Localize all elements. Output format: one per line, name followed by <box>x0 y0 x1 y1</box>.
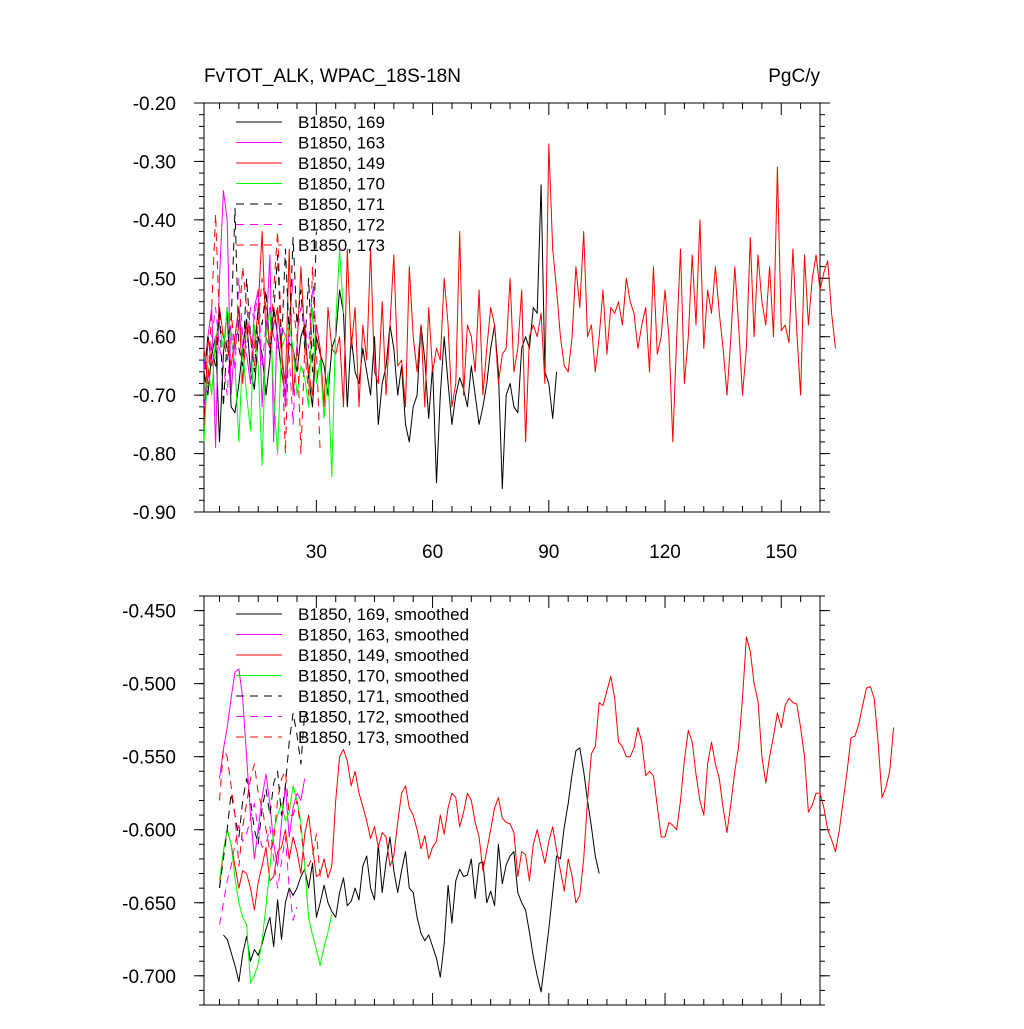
x-tick-label: 30 <box>306 542 327 563</box>
ticks-top <box>194 102 830 513</box>
y-tick-label: -0.700 <box>122 967 176 988</box>
series-line <box>203 213 321 455</box>
y-tick-label: -0.90 <box>133 503 176 524</box>
legend-label: B1850, 163, smoothed <box>298 626 469 645</box>
y-tick-label: -0.60 <box>133 328 176 349</box>
y-tick-labels-top: -0.90 -0.80 -0.70 -0.60 -0.50 -0.40 -0.30 -0.20 <box>133 94 176 524</box>
legend-label: B1850, 169 <box>298 113 385 132</box>
top-panel: FvTOT_ALK, WPAC_18S-18N PgC/y -0.90 -0.80… <box>133 66 836 563</box>
legend-label: B1850, 171, smoothed <box>298 687 469 706</box>
series-line <box>223 747 600 993</box>
legend-label: B1850, 173, smoothed <box>298 728 469 747</box>
legend-label: B1850, 163 <box>298 134 385 153</box>
legend-label: B1850, 149 <box>298 154 385 173</box>
legend-label: B1850, 149, smoothed <box>298 646 469 665</box>
series-line <box>219 802 298 925</box>
series-line <box>219 668 306 867</box>
series-lines-top <box>203 143 836 490</box>
panel-title: FvTOT_ALK, WPAC_18S-18N <box>204 66 461 87</box>
x-tick-label: 90 <box>538 542 559 563</box>
y-tick-label: -0.600 <box>122 821 176 842</box>
y-tick-labels-bottom: -0.700 -0.650 -0.600 -0.550 -0.500 -0.450 <box>122 602 176 988</box>
series-line <box>219 636 895 911</box>
y-tick-label: -0.40 <box>133 211 176 232</box>
y-tick-label: -0.20 <box>133 94 176 115</box>
series-lines-bottom <box>219 636 895 993</box>
legend-label: B1850, 172 <box>298 216 385 235</box>
legend-label: B1850, 170, smoothed <box>298 667 469 686</box>
panel-units: PgC/y <box>768 66 820 87</box>
x-tick-label: 120 <box>649 542 681 563</box>
y-tick-label: -0.70 <box>133 386 176 407</box>
y-tick-label: -0.30 <box>133 152 176 173</box>
legend-bottom: B1850, 169, smoothed B1850, 163, smoothed… <box>236 605 469 747</box>
bottom-panel: -0.700 -0.650 -0.600 -0.550 -0.500 -0.450 B18… <box>122 595 895 1006</box>
legend-label: B1850, 171 <box>298 195 385 214</box>
y-tick-label: -0.450 <box>122 602 176 623</box>
series-line <box>203 143 836 443</box>
x-tick-label: 150 <box>765 542 797 563</box>
y-tick-label: -0.50 <box>133 269 176 290</box>
x-tick-labels-top: 30 60 90 120 150 <box>306 542 797 563</box>
y-tick-label: -0.500 <box>122 675 176 696</box>
y-tick-label: -0.80 <box>133 445 176 466</box>
series-line <box>203 207 317 408</box>
legend-label: B1850, 172, smoothed <box>298 708 469 727</box>
x-tick-label: 60 <box>422 542 443 563</box>
plot-frame-top <box>203 102 821 513</box>
y-tick-label: -0.550 <box>122 748 176 769</box>
series-line <box>203 277 317 425</box>
ticks-bottom <box>194 595 830 1006</box>
legend-label: B1850, 169, smoothed <box>298 605 469 624</box>
series-line <box>203 248 344 478</box>
legend-label: B1850, 173 <box>298 236 385 255</box>
y-tick-label: -0.650 <box>122 894 176 915</box>
legend-label: B1850, 170 <box>298 175 385 194</box>
